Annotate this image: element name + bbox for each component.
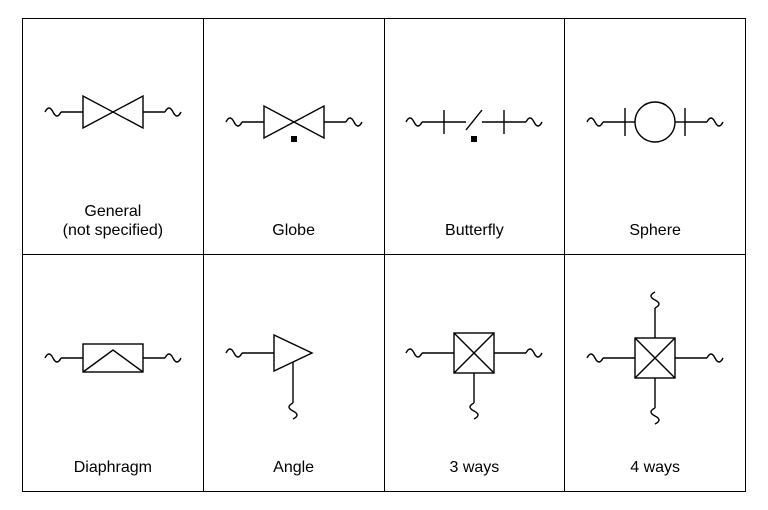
cell-diaphragm: Diaphragm [23,255,203,491]
symbol-4ways [569,263,741,458]
cell-4ways: 4 ways [565,255,745,491]
three-way-icon [394,295,554,425]
label-general: General (not specified) [63,202,164,240]
angle-icon [214,295,374,425]
cell-3ways: 3 ways [385,255,565,491]
symbol-butterfly [389,27,561,221]
cell-general: General (not specified) [23,19,203,254]
sphere-icon [575,64,735,184]
globe-icon [214,64,374,184]
label-3ways: 3 ways [449,458,499,477]
butterfly-icon [394,64,554,184]
general-icon [33,54,193,174]
cell-sphere: Sphere [565,19,745,254]
symbol-angle [208,263,380,458]
cell-butterfly: Butterfly [385,19,565,254]
valve-symbol-table: General (not specified) Globe [0,0,768,510]
label-globe: Globe [272,221,315,240]
label-angle: Angle [273,458,314,477]
symbol-diaphragm [27,263,199,458]
symbol-globe [208,27,380,221]
symbol-grid: General (not specified) Globe [22,18,746,492]
label-diaphragm: Diaphragm [74,458,152,477]
symbol-3ways [389,263,561,458]
cell-angle: Angle [204,255,384,491]
cell-globe: Globe [204,19,384,254]
label-butterfly: Butterfly [445,221,504,240]
diaphragm-icon [33,300,193,420]
symbol-general [27,27,199,202]
four-way-icon [575,290,735,430]
label-sphere: Sphere [629,221,681,240]
symbol-sphere [569,27,741,221]
label-4ways: 4 ways [630,458,680,477]
